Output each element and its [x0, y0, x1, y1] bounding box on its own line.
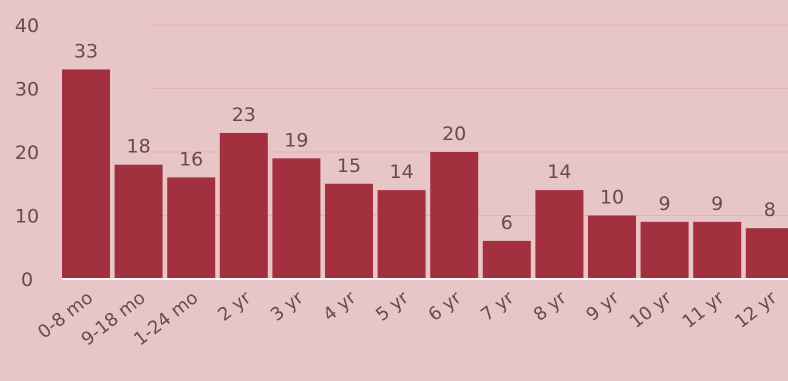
x-tick-label: 5 yr	[372, 287, 413, 326]
bar	[272, 158, 321, 279]
data-label: 16	[179, 148, 203, 170]
x-tick-label: 8 yr	[530, 287, 571, 326]
data-label: 8	[764, 199, 776, 221]
y-tick-label: 40	[15, 15, 39, 37]
bar	[745, 228, 788, 279]
data-label: 18	[127, 136, 151, 158]
x-tick-label: 7 yr	[477, 287, 518, 326]
y-axis-ticks: 0 10 20 30 40	[15, 15, 39, 291]
data-label: 15	[337, 155, 361, 177]
x-tick-label: 11 yr	[679, 287, 729, 333]
bar	[693, 221, 742, 279]
bar	[535, 190, 584, 279]
data-label: 19	[284, 129, 308, 151]
bar	[430, 152, 479, 279]
y-tick-label: 10	[15, 206, 39, 228]
data-label: 6	[501, 212, 513, 234]
data-label: 14	[390, 161, 414, 183]
bar	[482, 240, 531, 279]
bar	[588, 215, 636, 279]
bars	[62, 69, 788, 279]
y-tick-label: 0	[21, 269, 33, 291]
data-label: 10	[600, 187, 624, 209]
x-tick-label: 12 yr	[731, 287, 781, 333]
data-label: 14	[547, 161, 571, 183]
data-labels: 33 18 16 23 19 15 14 20 6 14 10 9 9 8	[74, 40, 776, 233]
data-label: 9	[659, 193, 671, 215]
x-tick-label: 6 yr	[425, 287, 466, 326]
bar	[114, 164, 163, 279]
x-tick-label: 10 yr	[626, 287, 676, 333]
data-label: 23	[232, 104, 256, 126]
y-tick-label: 20	[15, 142, 39, 164]
x-tick-label: 9 yr	[582, 287, 623, 326]
data-label: 20	[442, 123, 466, 145]
data-label: 9	[711, 193, 723, 215]
data-label: 33	[74, 40, 98, 62]
bar	[325, 183, 373, 279]
x-tick-label: 4 yr	[319, 287, 360, 326]
bar	[167, 177, 216, 279]
bar	[377, 190, 426, 279]
x-axis-labels: 0-8 mo9-18 mo1-24 mo 2 yr 3 yr 4 yr 5 yr 6 yr…	[34, 287, 781, 350]
x-tick-label: 3 yr	[267, 287, 308, 326]
x-tick-label: 2 yr	[214, 287, 255, 326]
bar	[62, 69, 110, 279]
bar	[219, 132, 268, 279]
bar	[640, 221, 689, 279]
y-tick-label: 30	[15, 79, 39, 101]
